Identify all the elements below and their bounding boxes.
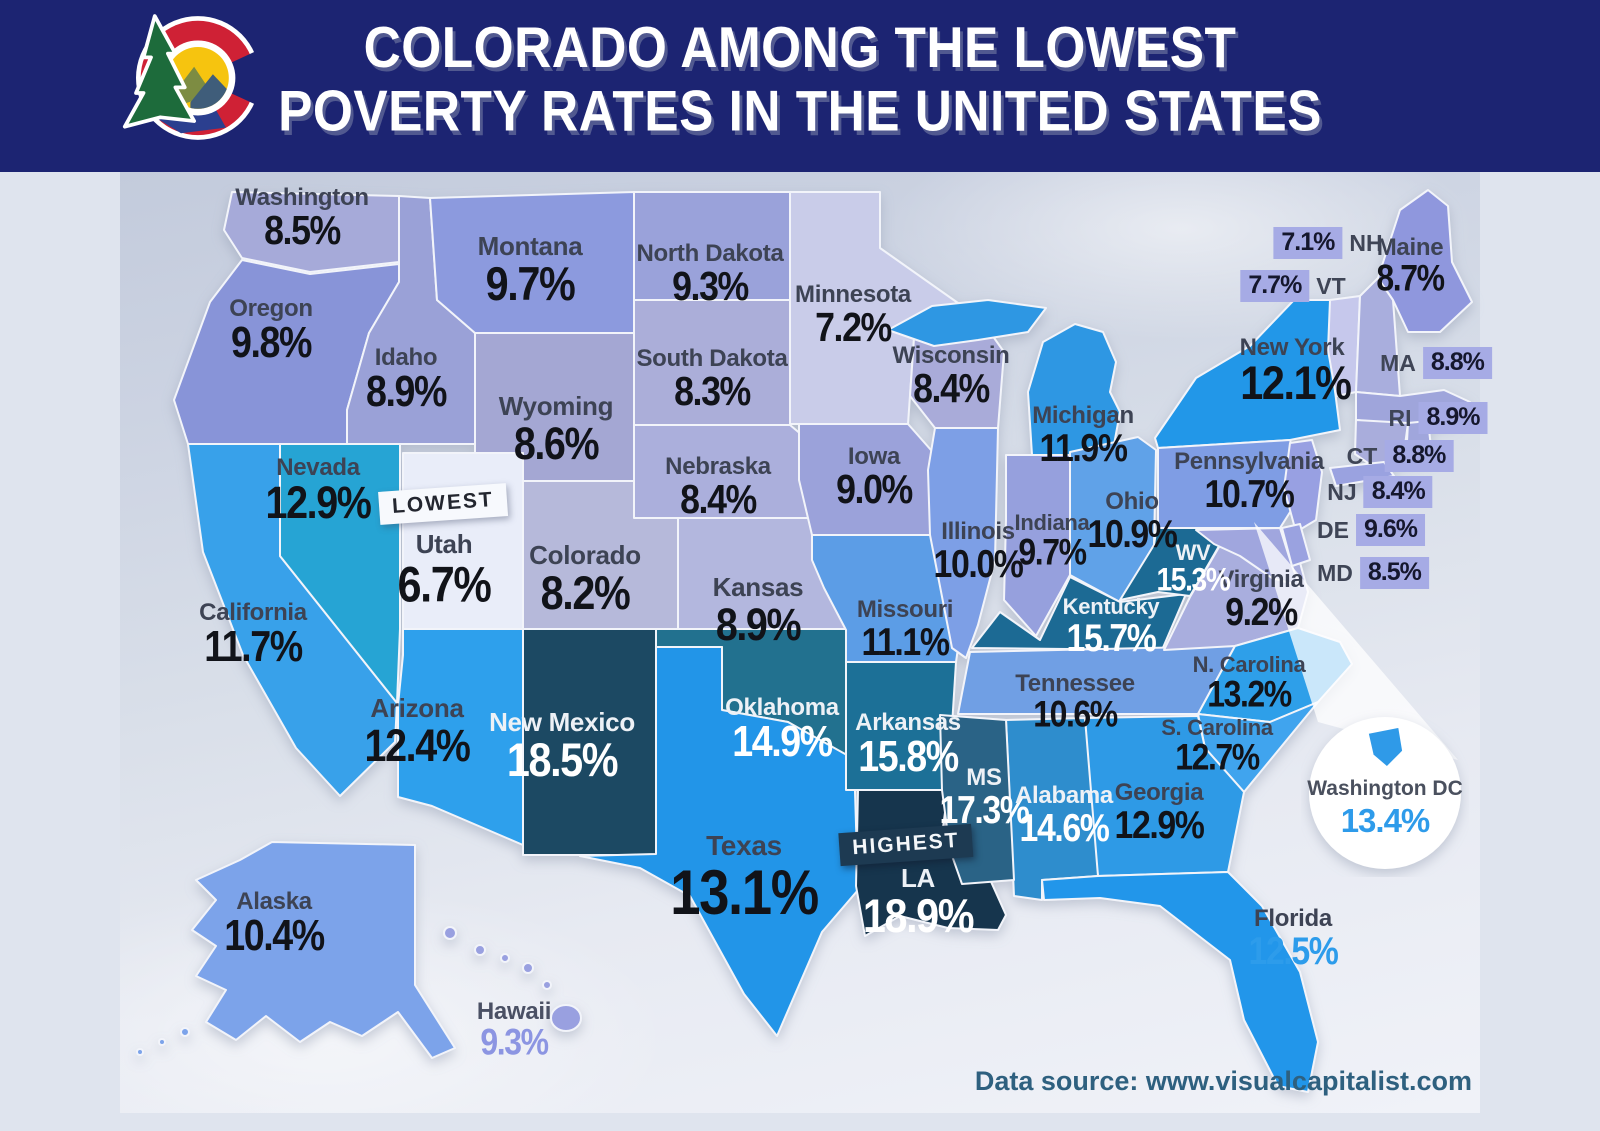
dc-callout-beam — [1254, 522, 1458, 760]
state-shape-az — [397, 628, 524, 846]
colorado-logo — [106, 6, 271, 153]
state-shape-fl — [1041, 871, 1319, 1093]
state-shape-il — [927, 427, 999, 659]
hawaii-island — [522, 962, 534, 974]
state-shape-mi-up — [887, 299, 1047, 347]
state-shape-vt — [1327, 295, 1361, 397]
state-shape-tn — [957, 645, 1236, 715]
hawaii-island — [542, 980, 552, 990]
state-shape-mt — [429, 191, 635, 334]
hawaii-island — [443, 926, 457, 940]
dc-shape-icon — [1368, 728, 1403, 766]
title-line-1: COLORADO AMONG THE LOWEST — [363, 16, 1237, 80]
state-shape-tx — [579, 646, 859, 1037]
state-shape-ri — [1405, 420, 1433, 461]
aleutian-island — [158, 1038, 166, 1046]
state-shape-me — [1377, 189, 1473, 333]
data-source: Data source: www.visualcapitalist.com — [974, 1066, 1472, 1096]
state-shape-mi — [1027, 323, 1121, 457]
state-shape-ak — [191, 841, 456, 1059]
long-island-shape — [1329, 461, 1395, 487]
state-shape-nh — [1355, 277, 1401, 397]
aleutian-island — [136, 1048, 144, 1056]
dc-value: 13.4% — [1340, 801, 1431, 839]
state-shape-ky — [971, 576, 1187, 651]
dc-callout: Washington DC 13.4% — [1300, 726, 1470, 839]
state-shape-nd — [633, 191, 791, 301]
dc-name: Washington DC — [1307, 777, 1463, 801]
dc-callout-circle — [1309, 717, 1461, 869]
state-shape-ia — [798, 423, 939, 536]
state-shape-al — [1005, 717, 1099, 901]
state-shape-ny — [1154, 299, 1341, 449]
state-shape-nm — [522, 628, 679, 856]
state-shape-nj — [1283, 439, 1323, 533]
state-shape-la — [855, 789, 1007, 937]
state-shape-wa — [223, 191, 400, 273]
page-title: COLORADO AMONG THE LOWEST POVERTY RATES … — [24, 16, 1576, 144]
hawaii-island — [500, 953, 510, 963]
state-shape-ut — [402, 452, 524, 630]
title-line-2: POVERTY RATES IN THE UNITED STATES — [278, 80, 1322, 144]
state-shape-pa — [1157, 439, 1305, 529]
pine-tree-icon — [122, 14, 196, 129]
hawaii-island — [474, 944, 486, 956]
hawaii-big-island — [550, 1004, 582, 1032]
header-banner: COLORADO AMONG THE LOWEST POVERTY RATES … — [0, 0, 1600, 172]
aleutian-island — [180, 1027, 190, 1037]
state-shape-sd — [633, 299, 791, 426]
